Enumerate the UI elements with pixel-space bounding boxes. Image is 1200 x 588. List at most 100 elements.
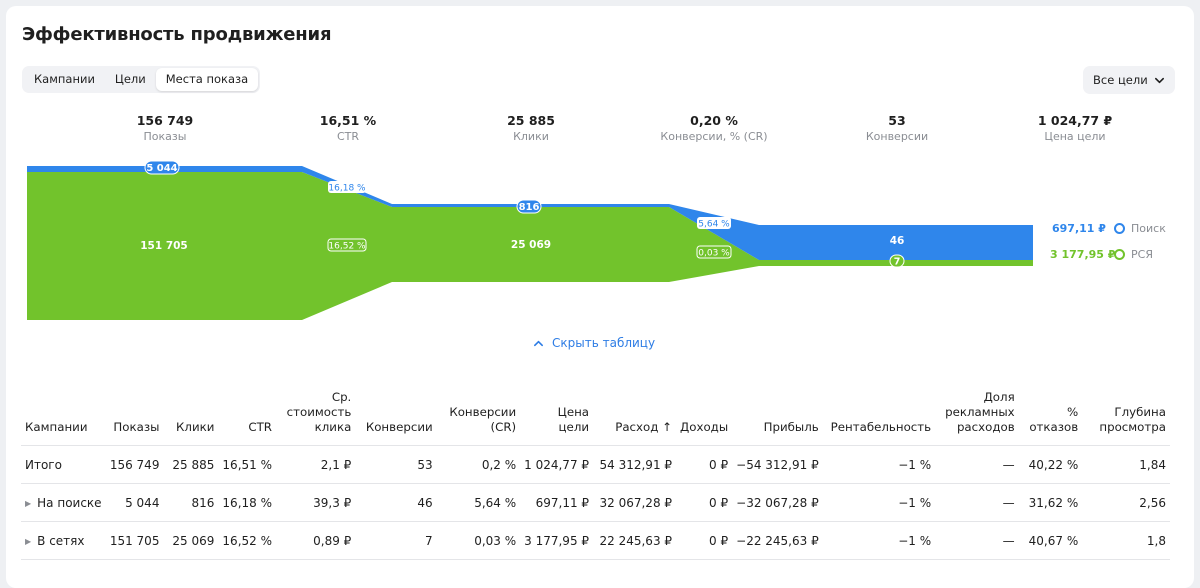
cell: 2,56 (1082, 483, 1170, 522)
clicks-networks-label: 25 069 (511, 239, 551, 251)
cell: 5 044 (105, 483, 164, 522)
ctr-search-pill (328, 181, 366, 193)
networks-ring-icon (1114, 249, 1125, 260)
cell: 31,62 % (1018, 483, 1083, 522)
row-name-cell[interactable]: ▶ На поиске (21, 483, 106, 522)
cell: 0 ₽ (676, 483, 733, 522)
col-conversions[interactable]: Конверсии (355, 390, 437, 446)
table-row-search[interactable]: ▶ На поиске 5 044 816 16,18 % 39,3 ₽ 46 5… (21, 483, 1170, 522)
conv-networks-pill (889, 254, 905, 268)
tab-placements[interactable]: Места показа (155, 68, 259, 91)
col-ad-share[interactable]: Доля рекламных расходов (935, 390, 1019, 446)
cell: 25 885 (163, 445, 219, 484)
cell: 0 ₽ (676, 521, 733, 560)
row-name: На поиске (37, 495, 102, 510)
metric-conversions: 53 Конверсии (832, 113, 962, 143)
cell: 1,8 (1082, 521, 1170, 560)
search-goal-price: 697,11 ₽ (1052, 222, 1106, 235)
cell: 2,1 ₽ (276, 445, 356, 484)
metric-value: 16,51 % (319, 113, 377, 128)
page-title: Эффективность продвижения (22, 24, 332, 45)
cell: 697,11 ₽ (520, 483, 594, 522)
cell: 1 024,77 ₽ (520, 445, 594, 484)
chevron-up-icon (534, 340, 543, 346)
table-row-total: Итого 156 749 25 885 16,51 % 2,1 ₽ 53 0,… (21, 445, 1170, 484)
goals-dropdown-label: Все цели (1093, 73, 1148, 87)
metric-value: 53 (888, 113, 906, 128)
cell: 816 (163, 483, 219, 522)
conv-networks-label: 7 (894, 257, 901, 268)
chevron-down-icon (1154, 77, 1164, 83)
cell: 0,89 ₽ (276, 521, 356, 560)
col-income[interactable]: Доходы (676, 390, 733, 446)
cell: 46 (355, 483, 437, 522)
metric-label: Показы (143, 130, 187, 143)
metric-value: 156 749 (136, 113, 194, 128)
cell: — (935, 521, 1019, 560)
row-name-cell[interactable]: ▶ В сетях (21, 521, 106, 560)
metric-value: 0,20 % (690, 113, 738, 128)
hide-table-link[interactable]: Скрыть таблицу (533, 336, 655, 350)
metric-label: Конверсии, % (CR) (660, 130, 768, 143)
table-header-row: Кампании Показы Клики CTR Ср. стоимость … (21, 390, 1170, 446)
cell: — (935, 483, 1019, 522)
expand-arrow-icon[interactable]: ▶ (25, 498, 32, 508)
cell: 151 705 (105, 521, 164, 560)
networks-goal-price: 3 177,95 ₽ (1050, 248, 1116, 261)
col-depth[interactable]: Глубина просмотра (1082, 390, 1170, 446)
cell: 16,51 % (218, 445, 276, 484)
expand-arrow-icon[interactable]: ▶ (25, 536, 32, 546)
metric-value: 25 885 (507, 113, 555, 128)
col-ctr[interactable]: CTR (218, 390, 276, 446)
cr-search-pill (697, 217, 731, 229)
shows-search-pill (144, 160, 180, 175)
ctr-networks-label: 16,52 % (328, 242, 366, 252)
cell: 54 312,91 ₽ (593, 445, 677, 484)
table-row-networks[interactable]: ▶ В сетях 151 705 25 069 16,52 % 0,89 ₽ 7… (21, 521, 1170, 560)
cell: 3 177,95 ₽ (520, 521, 594, 560)
shows-networks-label: 151 705 (140, 240, 188, 252)
metric-ctr: 16,51 % CTR (283, 113, 413, 143)
cell: 53 (355, 445, 437, 484)
clicks-search-label: 816 (519, 202, 540, 213)
cell: 16,52 % (218, 521, 276, 560)
metric-value: 1 024,77 ₽ (1037, 113, 1113, 128)
cell: −22 245,63 ₽ (732, 521, 823, 560)
ctr-search-label: 16,18 % (328, 184, 366, 194)
metric-goal-price: 1 024,77 ₽ Цена цели (1010, 113, 1140, 143)
col-campaigns[interactable]: Кампании (21, 390, 106, 446)
cell: 40,22 % (1018, 445, 1083, 484)
metric-label: Клики (513, 130, 549, 143)
tab-goals[interactable]: Цели (114, 72, 146, 86)
cr-networks-label: 0,03 % (698, 249, 730, 259)
col-roi[interactable]: Рентабельность (822, 390, 936, 446)
cell: 156 749 (105, 445, 164, 484)
col-shows[interactable]: Показы (105, 390, 164, 446)
row-name: В сетях (37, 533, 85, 548)
metric-label: CTR (336, 130, 360, 143)
col-avg-cpc[interactable]: Ср. стоимость клика (276, 390, 356, 446)
cell: 25 069 (163, 521, 219, 560)
col-cr[interactable]: Конверсии (CR) (436, 390, 521, 446)
shows-search-label: 5 044 (146, 163, 177, 174)
cell: Итого (21, 445, 106, 484)
cell: −54 312,91 ₽ (732, 445, 823, 484)
col-spend[interactable]: Расход ↑ (593, 390, 677, 446)
cell: 40,67 % (1018, 521, 1083, 560)
metric-cr: 0,20 % Конверсии, % (CR) (649, 113, 779, 143)
cell: 16,18 % (218, 483, 276, 522)
clicks-search-pill (516, 199, 542, 214)
col-clicks[interactable]: Клики (163, 390, 219, 446)
col-bounce[interactable]: % отказов (1018, 390, 1083, 446)
cell: 39,3 ₽ (276, 483, 356, 522)
legend-search: Поиск (1114, 222, 1166, 235)
tab-campaigns[interactable]: Кампании (34, 72, 95, 86)
col-profit[interactable]: Прибыль (732, 390, 823, 446)
cell: −1 % (822, 521, 936, 560)
col-goal-price[interactable]: Цена цели (520, 390, 594, 446)
cell: −1 % (822, 445, 936, 484)
search-ring-icon (1114, 223, 1125, 234)
goals-dropdown[interactable]: Все цели (1083, 66, 1175, 94)
cell: −32 067,28 ₽ (732, 483, 823, 522)
cell: 0,2 % (436, 445, 521, 484)
